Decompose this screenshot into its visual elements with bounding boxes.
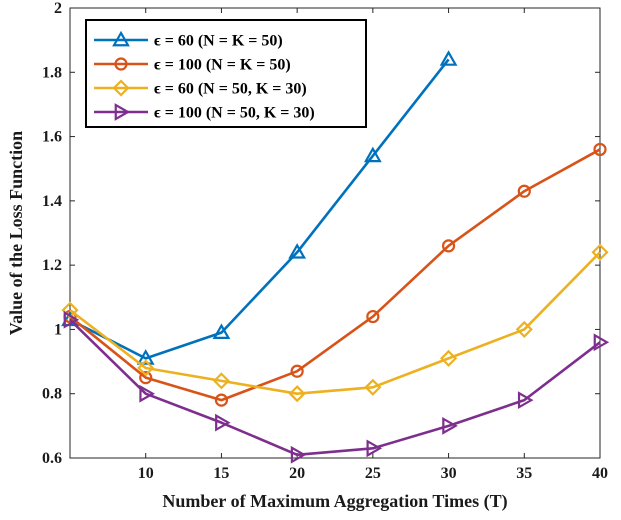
legend-marker-3 — [112, 79, 130, 97]
series-2-point — [214, 393, 229, 407]
y-axis-title: Value of the Loss Function — [6, 131, 26, 335]
series-layer — [61, 50, 610, 464]
series-2-point — [366, 309, 380, 324]
y-tick-label: 1.2 — [42, 257, 62, 274]
series-3-point — [137, 359, 155, 377]
series-4-point — [139, 384, 155, 403]
x-tick-label: 35 — [516, 465, 532, 482]
series-4-line — [69, 318, 601, 457]
series-1-point — [288, 243, 307, 259]
y-tick-label: 1 — [54, 321, 62, 338]
legend-box — [85, 19, 367, 128]
series-1-point — [136, 349, 155, 365]
y-tick-label: 2 — [54, 0, 62, 17]
series-4-point — [215, 413, 231, 432]
series-2-point — [290, 364, 304, 378]
series-3-point — [515, 320, 533, 338]
series-4-point — [442, 416, 458, 435]
legend-label-3: ϵ = 60 (N = 50, K = 30) — [154, 81, 307, 98]
legend: ϵ = 60 (N = K = 50) ϵ = 100 (N = K = 50) ϵ… — [85, 19, 367, 128]
x-tick-label: 15 — [213, 465, 229, 482]
series-3-line — [69, 251, 601, 396]
series-2-point — [139, 371, 153, 385]
y-tick-label: 0.8 — [42, 386, 62, 403]
series-1 — [61, 50, 458, 365]
series-3-point — [212, 372, 230, 390]
series-4-point — [63, 310, 80, 329]
series-1-point — [212, 323, 231, 339]
series-1-line — [69, 58, 450, 360]
series-4-point — [366, 439, 383, 458]
x-tick-label: 25 — [365, 465, 381, 482]
x-tick-label: 40 — [592, 465, 608, 482]
y-tick-label: 1.8 — [42, 64, 62, 81]
x-tick-label: 10 — [138, 465, 154, 482]
legend-label-4: ϵ = 100 (N = 50, K = 30) — [154, 105, 315, 122]
y-tick-label: 1.4 — [42, 193, 62, 210]
x-tick-label: 30 — [441, 465, 457, 482]
series-3 — [61, 243, 609, 403]
series-3-point — [288, 385, 306, 403]
series-1-point — [363, 146, 382, 163]
y-tick-label: 0.6 — [42, 450, 62, 467]
series-4 — [63, 310, 610, 464]
legend-label-1: ϵ = 60 (N = K = 50) — [154, 33, 283, 50]
series-2-point — [441, 239, 456, 253]
series-2-point — [593, 142, 607, 157]
legend-marker-1 — [112, 30, 130, 47]
series-4-point — [517, 391, 534, 410]
x-axis-title: Number of Maximum Aggregation Times (T) — [162, 491, 507, 512]
series-4-point — [290, 445, 307, 464]
legend-label-2: ϵ = 100 (N = K = 50) — [154, 57, 291, 74]
y-tick-label: 1.6 — [42, 129, 62, 146]
legend-marker-2 — [114, 57, 128, 71]
x-tick-label: 20 — [289, 465, 305, 482]
series-2-point — [517, 184, 531, 198]
series-4-point — [593, 333, 610, 352]
series-3-point — [591, 243, 609, 261]
series-3-point — [440, 349, 458, 367]
legend-marker-4 — [114, 103, 131, 121]
series-3-point — [364, 378, 382, 396]
axis-ticks: 10 15 20 25 30 35 40 0.6 0.8 1 1.2 1.4 1.6 1.8 2 — [42, 0, 608, 482]
series-2-line — [69, 148, 601, 402]
series-1-point — [439, 50, 458, 66]
series-3-point — [61, 301, 79, 319]
